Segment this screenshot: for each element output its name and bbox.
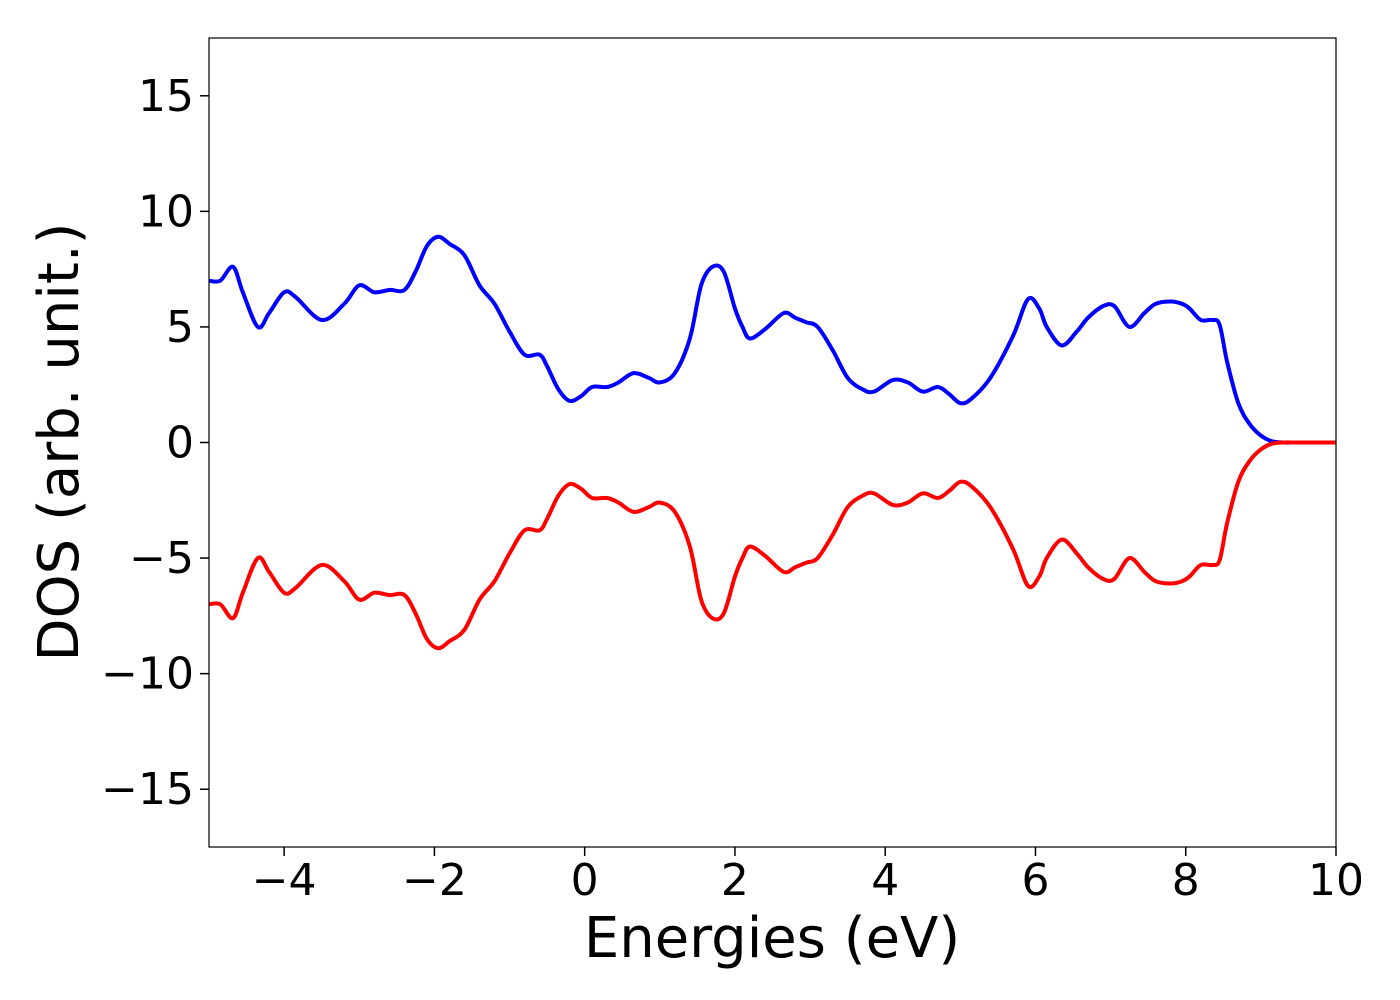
y-axis-ticks: −15 −10 −5 0 5 10 15 [101, 71, 209, 815]
y-tick-label: 0 [166, 418, 194, 469]
x-tick-label: 8 [1172, 855, 1200, 906]
dos-series-spin-up-line [209, 234, 1336, 445]
x-tick-label: 10 [1308, 855, 1364, 906]
series-layer [209, 234, 1336, 651]
x-tick-label: −2 [402, 855, 467, 906]
y-tick-label: 5 [166, 302, 194, 353]
x-tick-label: 4 [871, 855, 899, 906]
plot-frame [208, 37, 1337, 848]
y-tick-label: 10 [138, 186, 194, 237]
x-tick-label: 2 [721, 855, 749, 906]
x-tick-label: 6 [1021, 855, 1049, 906]
y-tick-label: −5 [129, 533, 194, 584]
y-tick-label: −10 [101, 649, 194, 700]
y-axis-label: DOS (arb. unit.) [27, 222, 92, 661]
x-tick-label: 0 [571, 855, 599, 906]
x-axis-ticks: −4 −2 0 2 4 6 8 10 [252, 847, 1364, 906]
y-tick-label: −15 [101, 764, 194, 815]
x-tick-label: −4 [252, 855, 317, 906]
x-axis-label: Energies (eV) [584, 906, 960, 971]
y-tick-label: 15 [138, 71, 194, 122]
dos-series-spin-down-line [209, 440, 1336, 651]
